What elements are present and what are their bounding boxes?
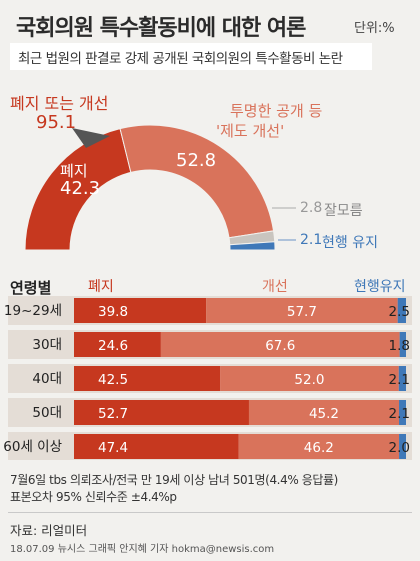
chart-title: 국회의원 특수활동비에 대한 여론 <box>16 16 306 41</box>
unit-label: 단위:% <box>354 21 395 36</box>
arc-improve-value: 52.8 <box>176 150 217 171</box>
keep-value: 2.1 <box>300 232 323 248</box>
arc-abolish-value: 42.3 <box>60 178 101 199</box>
bar-keep-value: 2.0 <box>389 440 410 456</box>
bar-improve <box>206 298 398 323</box>
bar-keep <box>398 366 406 391</box>
bar-abolish-value: 42.5 <box>98 372 128 388</box>
pointer-icon <box>72 128 110 148</box>
column-header-keep: 현행유지 <box>354 279 406 295</box>
unsure-value: 2.8 <box>300 200 323 216</box>
bar-abolish <box>74 400 249 425</box>
bar-improve-value: 57.7 <box>287 304 317 320</box>
bar-improve <box>160 332 400 357</box>
age-category-label: 50대 <box>32 405 62 421</box>
improve-label-line2: '제도 개선' <box>216 122 285 140</box>
age-category-label: 30대 <box>32 337 62 353</box>
age-category-label: 60세 이상 <box>3 439 62 455</box>
bar-abolish <box>74 434 239 459</box>
bar-abolish-value: 24.6 <box>98 338 128 354</box>
gauge-slice-keep <box>229 241 276 251</box>
age-bar-chart: 19~29세 39.8 57.7 2.5 30대 24.6 67.6 1.8 40대 42.5 52… <box>3 296 412 460</box>
bar-improve <box>238 434 400 459</box>
bar-improve <box>220 366 399 391</box>
divider <box>8 512 412 513</box>
bar-improve-value: 46.2 <box>304 440 334 456</box>
bar-improve <box>248 400 400 425</box>
abolish-or-improve-label: 폐지 또는 개선 <box>10 94 109 113</box>
bar-abolish <box>74 298 207 323</box>
credit-label: 18.07.09 뉴시스 그래픽 안지혜 기자 hokma@newsis.com <box>10 544 275 555</box>
survey-note-line1: 7월6일 tbs 의뢰조사/전국 만 19세 이상 남녀 501명(4.4% 응… <box>10 473 338 487</box>
bar-keep <box>399 434 406 459</box>
bar-abolish <box>74 366 221 391</box>
bar-keep-value: 2.1 <box>389 406 410 422</box>
keep-label: 현행 유지 <box>322 235 378 251</box>
subtitle-box <box>10 43 372 70</box>
arc-abolish-label: 폐지 <box>60 162 88 180</box>
survey-note-line2: 표본오차 95% 신뢰수준 ±4.4%p <box>10 490 177 504</box>
source-label: 자료: 리얼미터 <box>10 523 88 538</box>
bar-improve-value: 52.0 <box>294 372 324 388</box>
bar-abolish-value: 39.8 <box>98 304 128 320</box>
abolish-or-improve-value: 95.1 <box>36 112 77 133</box>
age-category-label: 19~29세 <box>4 303 62 319</box>
bar-keep-value: 2.5 <box>389 304 410 320</box>
age-category-label: 40대 <box>32 371 62 387</box>
bar-abolish-value: 47.4 <box>98 440 128 456</box>
bar-keep <box>397 298 406 323</box>
bar-abolish-value: 52.7 <box>98 406 128 422</box>
improve-label-line1: 투명한 공개 등 <box>230 102 323 120</box>
bar-abolish <box>74 332 161 357</box>
bar-keep-value: 1.8 <box>389 338 410 354</box>
bar-keep <box>399 400 406 425</box>
column-header-abolish: 폐지 <box>88 279 114 295</box>
age-section-header: 연령별 <box>10 279 52 297</box>
column-header-improve: 개선 <box>262 279 288 295</box>
bar-improve-value: 45.2 <box>309 406 339 422</box>
gauge-chart <box>24 124 296 251</box>
bar-improve-value: 67.6 <box>265 338 295 354</box>
bar-keep <box>399 332 406 357</box>
bar-keep-value: 2.1 <box>389 372 410 388</box>
subtitle: 최근 법원의 판결로 강제 공개된 국회의원의 특수활동비 논란 <box>18 51 343 67</box>
gauge-slice-improve <box>119 124 275 239</box>
unsure-label: 잘모름 <box>324 203 363 219</box>
